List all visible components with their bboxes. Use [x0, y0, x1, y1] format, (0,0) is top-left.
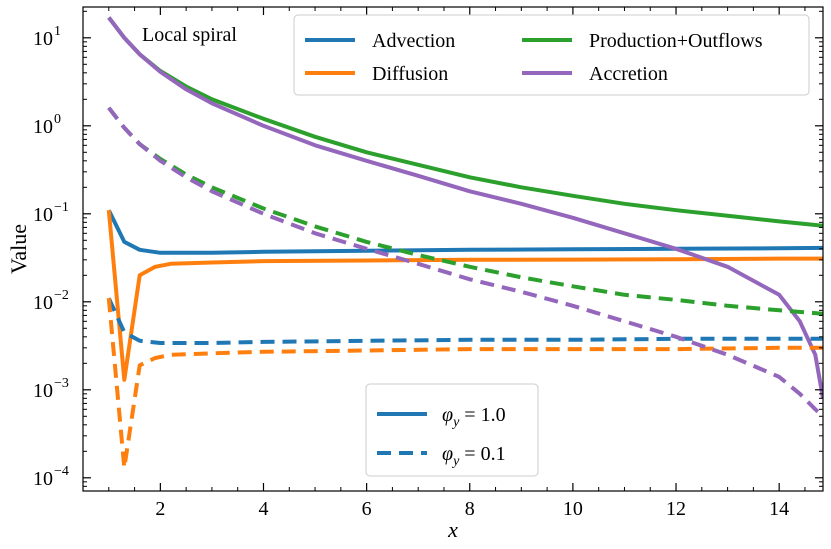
series-line-accretion-phi-0-1	[107, 106, 823, 418]
y-tick-label: 10	[33, 28, 53, 50]
series-layer	[106, 16, 823, 470]
chart-annotation: Local spiral	[142, 24, 237, 46]
style-legend: φy = 1.0 φy = 0.1	[365, 383, 539, 477]
legend-label-accretion: Accretion	[589, 63, 668, 85]
process-legend-box	[293, 14, 810, 96]
x-tick-label: 8	[465, 498, 475, 520]
x-tick-label: 6	[362, 498, 372, 520]
legend-phi-subscript: y	[451, 415, 460, 430]
legend-label-phi-1: φy = 1.0	[442, 404, 506, 430]
y-axis-label: Value	[6, 224, 31, 274]
y-tick-label: 10	[33, 116, 53, 138]
y-tick-label: 10	[33, 292, 53, 314]
legend-phi-value: = 1.0	[459, 404, 505, 426]
y-tick-label: 10	[33, 380, 53, 402]
x-tick-label: 4	[258, 498, 268, 520]
series-line-accretion-phi-1-0	[107, 16, 823, 399]
x-tick-label: 12	[666, 498, 686, 520]
y-tick-exponent: −2	[54, 288, 69, 303]
x-tick-label: 14	[769, 498, 789, 520]
legend-label-production-outflows: Production+Outflows	[589, 30, 763, 52]
legend-label-phi-01: φy = 0.1	[442, 443, 506, 469]
legend-phi-symbol: φ	[442, 443, 453, 465]
y-tick-exponent: −3	[54, 376, 69, 391]
legend-label-advection: Advection	[372, 30, 455, 52]
y-tick-exponent: −1	[54, 200, 69, 215]
x-axis-label: x	[447, 517, 458, 542]
x-tick-label: 2	[155, 498, 165, 520]
legend-phi-value: = 0.1	[459, 443, 505, 465]
series-line-diffusion-phi-0-1	[106, 298, 823, 470]
y-tick-exponent: −4	[54, 464, 69, 479]
series-line-advection-phi-0-1	[106, 297, 823, 345]
legend-label-diffusion: Diffusion	[372, 63, 448, 85]
process-legend: Advection Diffusion Production+Outflows …	[293, 14, 810, 96]
series-line-diffusion-phi-1-0	[106, 210, 823, 382]
y-tick-exponent: 1	[54, 24, 61, 39]
y-tick-label: 10	[33, 468, 53, 490]
x-tick-label: 10	[563, 498, 583, 520]
legend-phi-symbol: φ	[442, 404, 453, 426]
series-line-advection-phi-1-0	[107, 209, 823, 255]
y-tick-exponent: 0	[54, 112, 61, 127]
y-tick-label: 10	[33, 204, 53, 226]
legend-phi-subscript: y	[451, 454, 460, 469]
